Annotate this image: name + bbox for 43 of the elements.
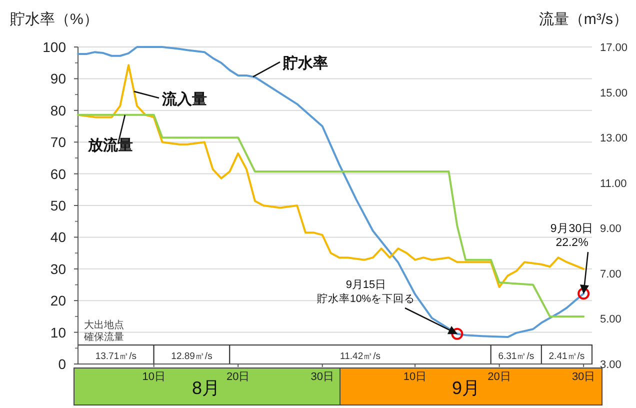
y-axis-title: 貯水率（%） xyxy=(10,11,98,28)
y2-tick-label: 17.00 xyxy=(600,42,628,54)
series-label: 流入量 xyxy=(161,90,207,108)
y-tick-label: 100 xyxy=(42,39,66,55)
y2-tick-label: 9.00 xyxy=(600,223,622,236)
y-tick-label: 90 xyxy=(50,70,66,87)
annotation: 9月30日 xyxy=(550,222,594,235)
x-tick-label: 30日 xyxy=(572,371,596,383)
y-tick-label: 70 xyxy=(50,134,66,150)
annotation: 大出地点 xyxy=(84,319,124,331)
y2-tick-label: 3.00 xyxy=(600,359,622,371)
y-tick-label: 80 xyxy=(50,102,66,118)
y2-tick-label: 11.00 xyxy=(600,178,627,190)
text: 8月 xyxy=(192,378,220,398)
y-tick-label: 20 xyxy=(50,292,66,309)
band-label: 6.31㎥/s xyxy=(498,351,534,362)
band-label: 2.41㎥/s xyxy=(548,351,585,362)
annotation: 22.2% xyxy=(556,237,588,249)
band-label: 13.71㎥/s xyxy=(95,351,137,362)
y-tick-label: 40 xyxy=(50,229,66,246)
y2-tick-label: 15.00 xyxy=(600,87,628,100)
y-tick-label: 50 xyxy=(50,198,66,214)
y-tick-label: 0 xyxy=(58,356,66,372)
x-tick-label: 10日 xyxy=(403,371,427,383)
annotation: 貯水率10%を下回る xyxy=(316,292,416,305)
annotation: 確保流量 xyxy=(83,331,124,343)
x-tick-label: 20日 xyxy=(226,371,250,383)
band-label: 12.89㎥/s xyxy=(171,351,213,362)
y-tick-label: 10 xyxy=(50,324,66,340)
x-tick-label: 30日 xyxy=(310,371,334,383)
x-tick-label: 20日 xyxy=(488,371,511,383)
y-tick-label: 60 xyxy=(50,166,66,182)
band-label: 11.42㎥/s xyxy=(340,351,381,362)
y2-tick-label: 5.00 xyxy=(600,314,622,326)
annotation: 9月15日 xyxy=(346,279,386,291)
y2-tick-label: 7.00 xyxy=(600,268,622,280)
y2-axis-title: 流量（m³/s） xyxy=(538,11,628,28)
y2-tick-label: 13.00 xyxy=(600,132,628,145)
series-label: 貯水率 xyxy=(282,54,328,72)
x-tick-label: 10日 xyxy=(142,371,166,383)
y-tick-label: 30 xyxy=(50,260,66,277)
series-label: 放流量 xyxy=(87,136,133,154)
text: 9月 xyxy=(452,378,480,398)
